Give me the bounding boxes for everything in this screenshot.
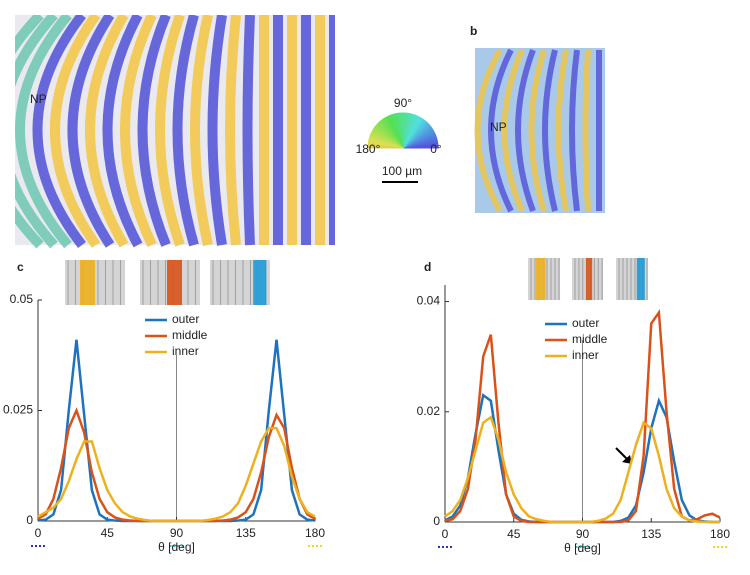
legend-label: middle (572, 332, 608, 346)
fiber-stripe (172, 13, 199, 247)
fiber-stripe (474, 48, 503, 213)
fiber-stripe (515, 48, 536, 213)
y-tick-label: 0.04 (417, 294, 441, 308)
fiber-map-b (474, 48, 605, 213)
panel-label: d (424, 260, 431, 274)
x-tick-label: 0 (442, 527, 449, 541)
x-tick-label: 180 (710, 527, 730, 541)
fiber-stripe (555, 49, 569, 212)
y-tick-label: 0 (433, 514, 440, 528)
thumbnails (65, 258, 648, 305)
fiber-stripe (137, 13, 171, 247)
legend-label: outer (572, 316, 599, 330)
y-tick-label: 0.02 (417, 404, 441, 418)
fiber-stripe (501, 48, 525, 213)
thumb-band (167, 260, 182, 305)
fiber-stripe (50, 12, 101, 248)
wheel-label: 0° (430, 142, 442, 156)
chart: 0 0.02 0.04 0 45 90 135 180 θ [deg] outer middle in… (417, 285, 730, 555)
fiber-stripe (225, 14, 241, 246)
fiber-stripe (32, 11, 86, 249)
np-label: NP (30, 92, 47, 106)
fiber-stripe (67, 12, 115, 248)
x-tick-label: 90 (170, 526, 184, 540)
fiber-stripe (0, 11, 44, 249)
thumb-band (585, 258, 593, 300)
x-tick-label: 90 (576, 527, 590, 541)
y-tick-label: 0.05 (10, 292, 34, 306)
wheel-label: 90° (394, 96, 412, 110)
fiber-stripe (582, 49, 591, 212)
x-axis-label: θ [deg] (158, 540, 195, 554)
thumb-band (80, 260, 95, 305)
fiber-stripe (15, 11, 72, 249)
x-tick-label: 45 (507, 527, 521, 541)
fiber-map-a (0, 0, 365, 249)
fiber-stripe (528, 49, 547, 212)
fiber-stripe (207, 14, 227, 246)
x-tick-label: 0 (35, 526, 42, 540)
image-clip (335, 15, 365, 245)
data-line (37, 426, 316, 523)
thumb-band (536, 258, 546, 300)
fiber-stripe (242, 14, 255, 246)
thumb-band (636, 258, 645, 300)
x-tick-label: 135 (641, 527, 661, 541)
wheel-wedge (367, 144, 404, 149)
fiber-stripe (488, 48, 514, 213)
x-axis-label: θ [deg] (564, 541, 601, 555)
y-tick-label: 0 (26, 513, 33, 527)
legend-label: middle (172, 328, 208, 342)
legend-label: inner (572, 348, 599, 362)
legend-label: outer (172, 312, 199, 326)
image-clip (15, 0, 335, 15)
legend-label: inner (172, 344, 199, 358)
np-label: NP (490, 120, 507, 134)
color-wheel (367, 112, 439, 149)
fiber-stripe (120, 12, 157, 248)
x-tick-label: 45 (101, 526, 115, 540)
fiber-stripe (190, 13, 213, 247)
thumb-band (253, 260, 267, 305)
fiber-stripe (569, 49, 580, 212)
fiber-stripe (542, 49, 558, 212)
arrow-head (622, 455, 632, 464)
fiber-stripe (155, 13, 185, 247)
fiber-stripe (102, 12, 143, 248)
panel-label: c (17, 260, 24, 274)
panel-label: b (470, 24, 477, 38)
chart: 0 0.025 0.05 0 45 90 135 180 θ [deg] outer middle i… (3, 292, 325, 554)
image-clip (0, 15, 15, 245)
y-tick-label: 0.025 (3, 403, 33, 417)
wheel-label: 180° (356, 142, 381, 156)
x-tick-label: 180 (305, 526, 325, 540)
scale-bar-label: 100 µm (382, 164, 422, 178)
fiber-stripe (85, 12, 129, 248)
data-line (444, 415, 720, 524)
x-tick-label: 135 (236, 526, 256, 540)
